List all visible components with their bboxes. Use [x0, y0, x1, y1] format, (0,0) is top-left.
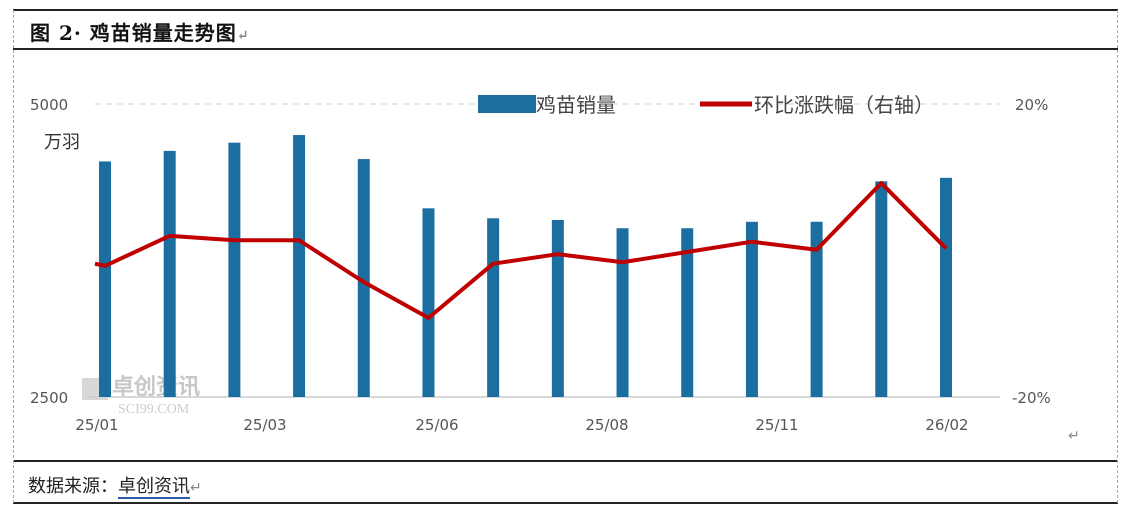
source-note: 数据来源：卓创资讯↵	[28, 476, 202, 499]
x-tick-labels: 25/01 25/03 25/06 25/08 25/11 26/02	[75, 416, 968, 434]
bar-26/01	[875, 181, 888, 397]
frame-top-border	[13, 9, 1118, 11]
x-tick-label: 25/11	[755, 416, 798, 434]
bar-25/07	[487, 218, 500, 397]
source-label: 数据来源：	[28, 476, 118, 497]
frame-bottom-border	[13, 502, 1118, 504]
bar-25/05	[357, 159, 370, 397]
title-bottom-border	[13, 48, 1118, 50]
legend-bar-label: 鸡苗销量	[536, 93, 616, 117]
x-tick-label: 25/08	[585, 416, 628, 434]
y-left-tick-max: 5000	[30, 96, 68, 114]
bar-25/09	[616, 228, 629, 397]
source-link[interactable]: 卓创资讯	[118, 476, 190, 499]
bar-25/01	[99, 161, 111, 397]
y-right-tick-max: 20%	[1015, 96, 1048, 114]
figure-title: 图 2· 鸡苗销量走势图↵	[30, 21, 250, 45]
bar-26/02	[940, 177, 952, 397]
y-right-tick-min: -20%	[1012, 389, 1051, 407]
chart-bottom-border	[13, 460, 1118, 462]
frame-left-border	[13, 10, 14, 503]
bar-series	[99, 135, 952, 398]
bar-25/03	[228, 142, 241, 397]
legend-bar-swatch	[478, 95, 536, 113]
return-mark: ↵	[1068, 428, 1080, 444]
bar-25/08	[551, 220, 564, 397]
bar-25/06	[422, 208, 435, 397]
frame-right-border	[1117, 10, 1118, 503]
bar-25/11	[745, 221, 758, 397]
line-series	[94, 181, 948, 320]
bar-25/12	[810, 221, 823, 397]
y-left-unit: 万羽	[44, 132, 80, 153]
x-tick-label: 25/06	[415, 416, 458, 434]
watermark-url: SCI99.COM	[118, 402, 190, 417]
legend-line-label: 环比涨跌幅（右轴）	[754, 93, 934, 117]
bar-25/02	[163, 150, 176, 397]
bar-25/10	[681, 228, 694, 397]
legend: 鸡苗销量 环比涨跌幅（右轴）	[478, 93, 934, 117]
x-tick-label: 25/03	[243, 416, 286, 434]
y-left-tick-min: 2500	[30, 389, 68, 407]
watermark-name: 卓创资讯	[112, 375, 200, 400]
bar-25/04	[293, 135, 306, 398]
x-tick-label: 26/02	[925, 416, 968, 434]
x-tick-label: 25/01	[75, 416, 118, 434]
